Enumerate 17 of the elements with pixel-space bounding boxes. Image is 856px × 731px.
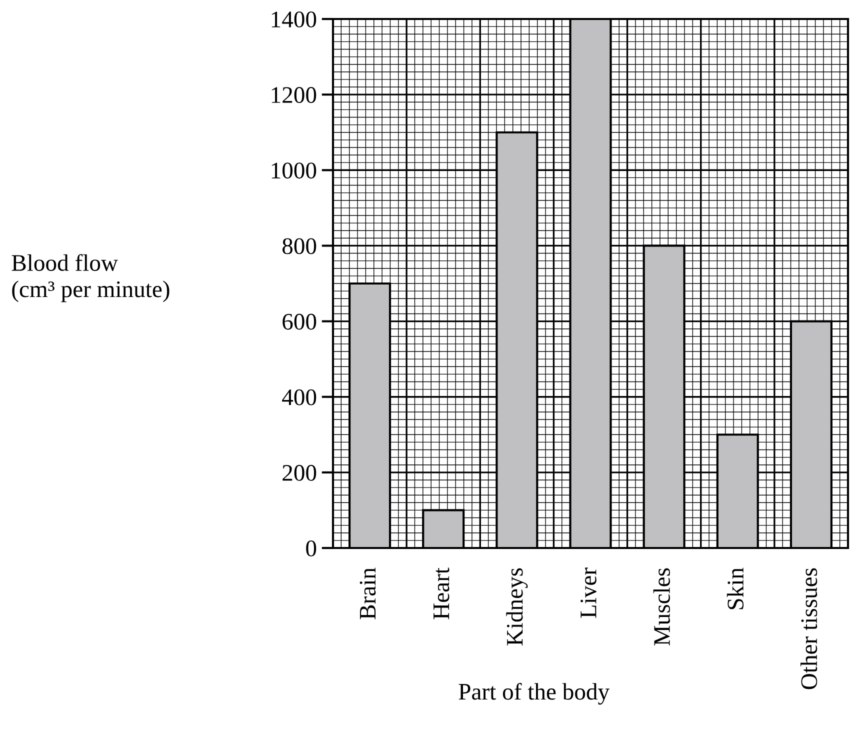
y-tick-label: 1400 bbox=[272, 11, 316, 28]
y-tick-label: 1000 bbox=[272, 162, 316, 179]
x-tick-label: Heart bbox=[434, 568, 450, 620]
x-tick-label: Brain bbox=[360, 568, 376, 620]
x-axis-title: Part of the body bbox=[458, 682, 610, 705]
x-tick-label: Other tissues bbox=[800, 568, 818, 690]
y-tick-label: 600 bbox=[282, 314, 316, 330]
y-tick-label: 800 bbox=[282, 238, 316, 254]
x-tick-label: Kidneys bbox=[506, 568, 528, 646]
x-tick-label: Liver bbox=[580, 568, 596, 618]
y-tick-label: 0 bbox=[306, 540, 316, 556]
x-tick-label: Skin bbox=[726, 568, 744, 610]
y-tick-label: 200 bbox=[282, 464, 316, 481]
y-tick-label: 1200 bbox=[272, 87, 316, 103]
x-tick-label: Muscles bbox=[653, 568, 670, 646]
y-axis-title: Blood flow (cm³ per minute) bbox=[12, 254, 170, 302]
y-tick-label: 400 bbox=[282, 389, 316, 406]
